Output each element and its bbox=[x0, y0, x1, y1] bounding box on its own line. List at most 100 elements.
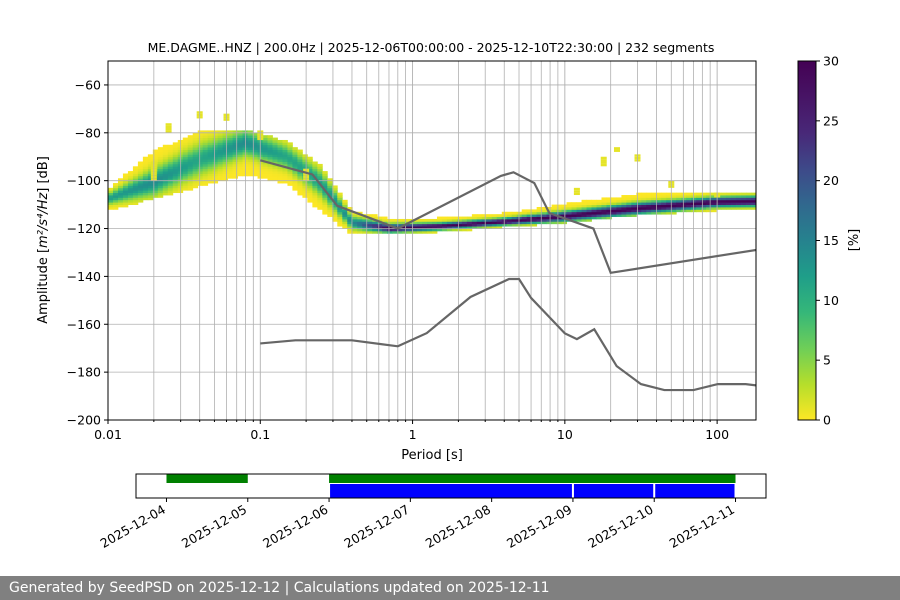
psd-cell bbox=[681, 204, 687, 208]
psd-cell bbox=[292, 178, 298, 182]
psd-cell bbox=[491, 226, 498, 229]
psd-cell bbox=[192, 166, 199, 170]
psd-cell bbox=[232, 142, 238, 146]
psd-cell bbox=[451, 216, 458, 220]
psd-cell bbox=[611, 211, 617, 215]
psd-cell bbox=[182, 180, 189, 184]
psd-cell bbox=[297, 187, 303, 191]
psd-cell bbox=[596, 206, 602, 210]
psd-cell bbox=[212, 166, 219, 170]
psd-cell bbox=[117, 197, 124, 201]
y-tick-label: −100 bbox=[67, 173, 101, 188]
psd-cell bbox=[282, 144, 288, 148]
psd-cell bbox=[322, 195, 328, 198]
psd-cell bbox=[127, 173, 134, 177]
psd-cell bbox=[262, 139, 268, 143]
psd-cell bbox=[117, 187, 124, 191]
psd-cell bbox=[641, 204, 647, 208]
psd-cell bbox=[377, 223, 383, 227]
psd-cell bbox=[202, 144, 209, 148]
psd-cell bbox=[372, 226, 378, 229]
psd-cell bbox=[491, 214, 498, 217]
psd-cell bbox=[591, 209, 597, 213]
psd-cell bbox=[461, 223, 468, 227]
psd-cell bbox=[322, 211, 328, 215]
psd-cell bbox=[312, 197, 318, 201]
psd-cell bbox=[646, 197, 652, 201]
psd-cell bbox=[162, 173, 169, 177]
psd-cell bbox=[461, 221, 468, 225]
psd-cell bbox=[566, 206, 572, 210]
psd-cell bbox=[696, 195, 702, 198]
psd-cell bbox=[486, 226, 493, 229]
psd-cell bbox=[327, 183, 333, 186]
psd-cell bbox=[108, 204, 114, 208]
psd-cell bbox=[247, 161, 253, 165]
psd-cell bbox=[197, 171, 204, 174]
timeline-tick-label: 2025-12-10 bbox=[585, 502, 655, 551]
psd-cell bbox=[282, 149, 288, 153]
psd-cell bbox=[172, 163, 179, 167]
psd-cell bbox=[157, 147, 164, 150]
psd-cell bbox=[282, 161, 288, 165]
psd-cell bbox=[312, 161, 318, 165]
timeline-ticks: 2025-12-04 2025-12-05 2025-12-06 2025-12-07… bbox=[98, 498, 737, 551]
psd-cell bbox=[287, 144, 293, 148]
psd-cell bbox=[511, 211, 518, 215]
psd-cell bbox=[182, 175, 189, 179]
psd-cell bbox=[192, 163, 199, 167]
psd-cell bbox=[616, 199, 622, 203]
psd-cell bbox=[282, 139, 288, 143]
psd-cell bbox=[167, 154, 174, 158]
psd-cell bbox=[307, 195, 313, 198]
psd-cell bbox=[272, 171, 278, 174]
psd-cell bbox=[556, 204, 562, 208]
psd-cell bbox=[586, 204, 592, 208]
psd-cell bbox=[451, 223, 458, 227]
psd-cell bbox=[222, 149, 229, 153]
psd-cell bbox=[317, 195, 323, 198]
psd-cell bbox=[741, 202, 747, 205]
psd-cell bbox=[342, 214, 348, 217]
psd-cell bbox=[222, 166, 229, 170]
psd-cell bbox=[516, 218, 523, 222]
psd-cell bbox=[476, 218, 483, 222]
psd-cell bbox=[621, 209, 627, 213]
psd-cell bbox=[122, 197, 129, 201]
psd-cell bbox=[207, 154, 214, 158]
psd-cell bbox=[247, 163, 253, 167]
psd-cell bbox=[272, 161, 278, 165]
psd-cell bbox=[262, 166, 268, 170]
psd-cell bbox=[357, 218, 363, 222]
psd-cell bbox=[481, 221, 488, 225]
psd-cell bbox=[616, 211, 622, 215]
psd-cell bbox=[586, 209, 592, 213]
psd-cell bbox=[222, 130, 229, 134]
psd-cell bbox=[317, 175, 323, 179]
psd-cell bbox=[676, 199, 682, 203]
psd-cell bbox=[192, 135, 199, 138]
psd-cell bbox=[222, 147, 229, 150]
psd-cell bbox=[307, 199, 313, 203]
psd-cell bbox=[751, 206, 756, 210]
colorbar-tick-label: 25 bbox=[823, 113, 839, 128]
grid bbox=[108, 61, 756, 420]
psd-cell bbox=[232, 151, 238, 155]
psd-cell bbox=[172, 147, 179, 150]
psd-cell bbox=[382, 216, 388, 220]
psd-cell bbox=[372, 223, 378, 227]
psd-outlier-cell bbox=[165, 123, 172, 126]
psd-cell bbox=[292, 163, 298, 167]
psd-cell bbox=[207, 144, 214, 148]
psd-cell bbox=[152, 159, 159, 162]
psd-cell bbox=[227, 168, 234, 172]
psd-cell bbox=[157, 161, 164, 165]
psd-cell bbox=[432, 228, 438, 232]
psd-cell bbox=[686, 204, 692, 208]
psd-cell bbox=[746, 197, 752, 201]
psd-cell bbox=[546, 206, 553, 210]
psd-cell bbox=[197, 132, 204, 136]
psd-cell bbox=[222, 161, 229, 165]
psd-cell bbox=[317, 166, 323, 170]
psd-outlier-cell bbox=[613, 149, 620, 152]
